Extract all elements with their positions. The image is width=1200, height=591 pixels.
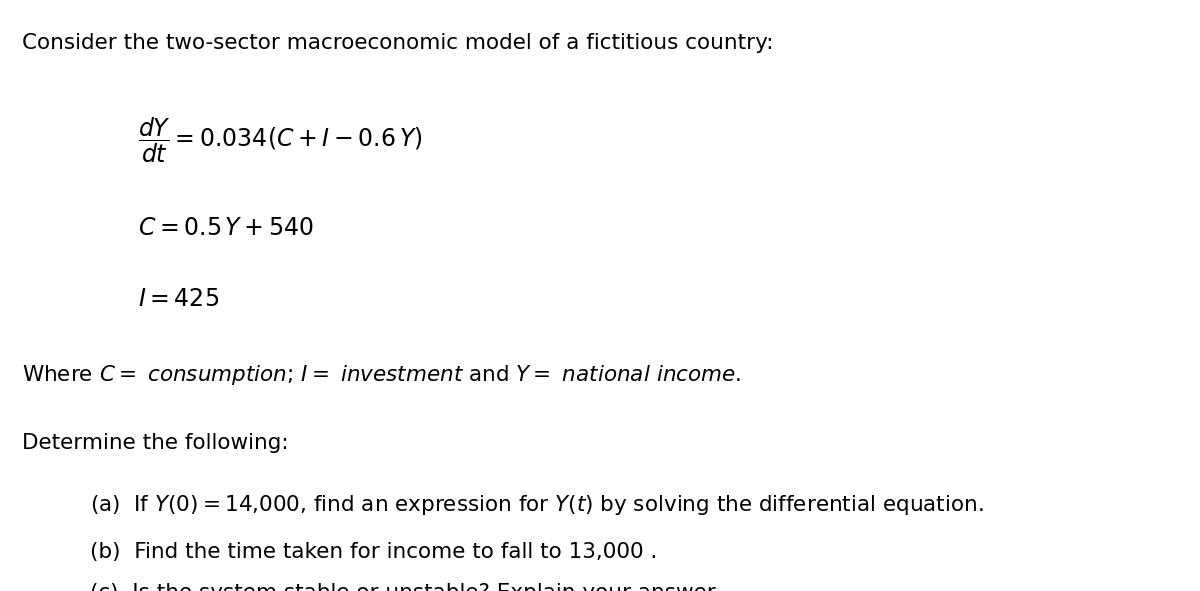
Text: $C = 0.5\,Y + 540$: $C = 0.5\,Y + 540$ <box>138 216 313 240</box>
Text: (a)  If $Y(0) = 14{,}000$, find an expression for $Y(t)$ by solving the differen: (a) If $Y(0) = 14{,}000$, find an expres… <box>90 493 984 518</box>
Text: (b)  Find the time taken for income to fall to 13,000 .: (b) Find the time taken for income to fa… <box>90 542 658 562</box>
Text: $\dfrac{dY}{dt} = 0.034(C + I - 0.6\,Y)$: $\dfrac{dY}{dt} = 0.034(C + I - 0.6\,Y)$ <box>138 115 422 165</box>
Text: Where $C =$ $\mathit{consumption}$; $I =$ $\mathit{investment}$ and $Y =$ $\math: Where $C =$ $\mathit{consumption}$; $I =… <box>22 363 740 388</box>
Text: (c)  Is the system stable or unstable? Explain your answer.: (c) Is the system stable or unstable? Ex… <box>90 583 721 591</box>
Text: $I = 425$: $I = 425$ <box>138 287 220 311</box>
Text: Determine the following:: Determine the following: <box>22 433 288 453</box>
Text: Consider the two-sector macroeconomic model of a fictitious country:: Consider the two-sector macroeconomic mo… <box>22 33 773 53</box>
